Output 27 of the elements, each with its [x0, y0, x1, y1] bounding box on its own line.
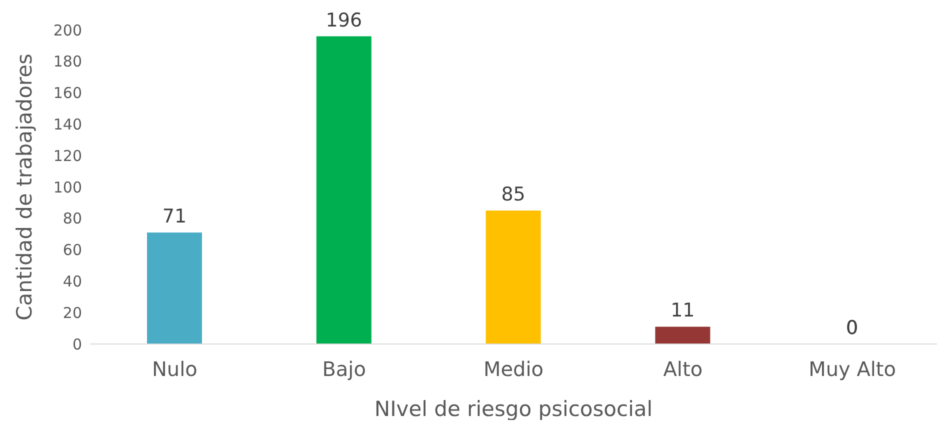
y-tick-label: 100 [53, 178, 82, 196]
x-tick-label: Alto [663, 357, 703, 382]
data-label: 0 [846, 317, 858, 339]
y-tick-label: 200 [53, 21, 82, 40]
y-tick-label: 60 [62, 241, 82, 260]
x-tick-label: Medio [483, 357, 544, 382]
y-tick-label: 40 [62, 272, 82, 291]
y-tick-label: 80 [62, 210, 82, 228]
y-tick-label: 0 [72, 335, 82, 354]
x-tick-label: Muy Alto [808, 357, 896, 382]
y-tick-label: 180 [53, 52, 82, 71]
bar [316, 36, 372, 344]
bar [655, 326, 710, 344]
data-label: 85 [501, 184, 526, 206]
bar [486, 210, 541, 344]
data-label: 196 [326, 9, 362, 32]
data-label: 11 [670, 300, 695, 322]
x-axis-title: NIvel de riesgo psicosocial [374, 397, 653, 421]
x-tick-label: Nulo [152, 357, 198, 382]
y-tick-label: 20 [62, 304, 82, 322]
y-tick-label: 140 [53, 116, 82, 134]
y-tick-label: 160 [53, 84, 82, 102]
y-axis-title: Cantidad de trabajadores [12, 54, 36, 320]
data-label: 71 [162, 206, 187, 228]
y-tick-label: 120 [53, 146, 82, 165]
bar [147, 232, 202, 344]
x-tick-label: Bajo [322, 357, 366, 382]
